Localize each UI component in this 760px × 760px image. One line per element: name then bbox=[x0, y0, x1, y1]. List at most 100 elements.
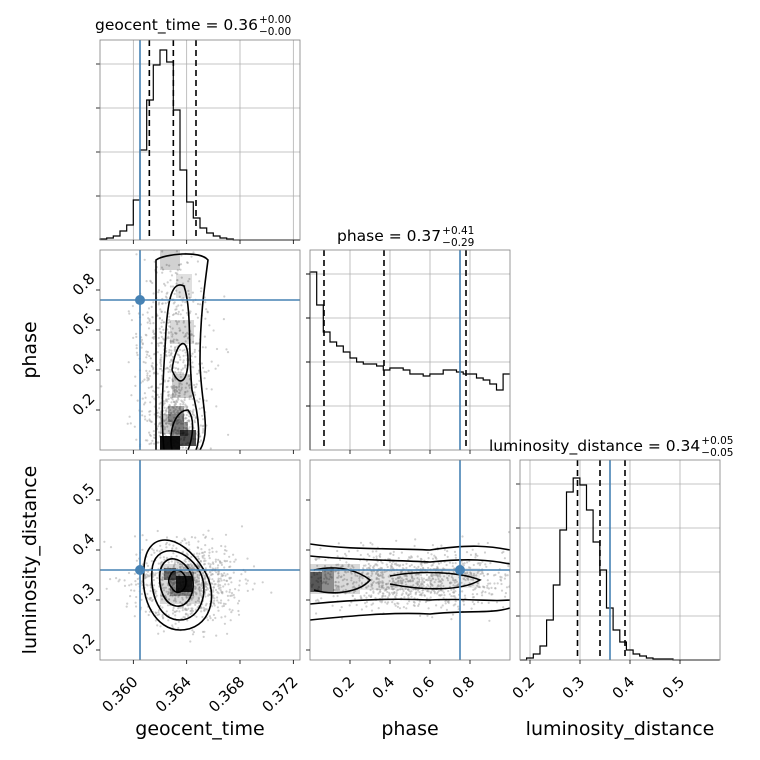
scatter-point bbox=[178, 391, 181, 394]
scatter-point bbox=[220, 561, 223, 564]
scatter-point bbox=[160, 290, 163, 293]
scatter-point bbox=[405, 566, 408, 570]
scatter-point bbox=[151, 395, 154, 398]
scatter-point bbox=[204, 317, 207, 320]
scatter-point bbox=[200, 362, 203, 365]
x-axis-label: phase bbox=[381, 718, 438, 740]
scatter-point bbox=[164, 476, 166, 478]
scatter-point bbox=[388, 552, 392, 555]
scatter-point bbox=[217, 583, 220, 586]
scatter-point bbox=[233, 596, 236, 599]
scatter-point bbox=[149, 357, 152, 360]
scatter-point bbox=[422, 577, 426, 580]
scatter-point bbox=[168, 422, 171, 425]
scatter-point bbox=[218, 587, 221, 590]
scatter-point bbox=[145, 583, 148, 586]
scatter-point bbox=[168, 264, 171, 267]
scatter-point bbox=[176, 432, 179, 436]
scatter-point bbox=[217, 585, 220, 588]
scatter-point bbox=[156, 351, 159, 354]
scatter-point bbox=[229, 619, 232, 622]
scatter-point bbox=[143, 258, 146, 261]
scatter-point bbox=[130, 589, 133, 592]
y-tick-label: 0.2 bbox=[69, 390, 99, 420]
contour-line bbox=[310, 607, 510, 621]
scatter-point bbox=[286, 556, 288, 558]
scatter-point bbox=[177, 310, 180, 313]
scatter-point bbox=[167, 561, 170, 564]
scatter-point bbox=[186, 619, 189, 622]
scatter-point bbox=[176, 321, 179, 324]
scatter-point bbox=[133, 572, 136, 576]
scatter-point bbox=[128, 584, 131, 587]
scatter-point bbox=[177, 620, 180, 623]
scatter-point bbox=[130, 583, 133, 586]
scatter-point bbox=[208, 324, 211, 327]
scatter-point bbox=[152, 572, 155, 575]
scatter-point bbox=[183, 405, 186, 408]
density-cell bbox=[176, 576, 192, 592]
scatter-point bbox=[135, 605, 138, 608]
scatter-point bbox=[170, 560, 173, 563]
scatter-point bbox=[370, 603, 373, 606]
scatter-point bbox=[521, 592, 523, 594]
scatter-point bbox=[189, 198, 191, 200]
x-tick-label: 0.5 bbox=[659, 673, 689, 703]
scatter-point bbox=[286, 586, 288, 588]
scatter-point bbox=[220, 579, 223, 582]
scatter-point bbox=[402, 589, 405, 593]
scatter-point bbox=[240, 525, 244, 528]
scatter-point bbox=[591, 581, 593, 583]
scatter-point bbox=[162, 576, 165, 579]
scatter-point bbox=[440, 544, 443, 547]
scatter-point bbox=[429, 591, 432, 595]
scatter-point bbox=[190, 255, 193, 258]
scatter-point bbox=[185, 417, 188, 420]
scatter-point bbox=[225, 348, 228, 351]
scatter-point bbox=[182, 320, 185, 323]
scatter-point bbox=[481, 571, 484, 574]
scatter-point bbox=[414, 538, 417, 541]
scatter-point bbox=[379, 574, 382, 577]
panel-content bbox=[100, 198, 230, 478]
scatter-point bbox=[406, 602, 409, 605]
scatter-point bbox=[447, 601, 450, 605]
scatter-point bbox=[176, 451, 178, 453]
scatter-point bbox=[163, 406, 166, 409]
scatter-point bbox=[172, 313, 176, 316]
scatter-point bbox=[171, 470, 173, 472]
scatter-point bbox=[164, 412, 167, 415]
scatter-point bbox=[217, 364, 220, 367]
scatter-point bbox=[165, 263, 168, 266]
scatter-point bbox=[166, 366, 169, 369]
scatter-point bbox=[535, 586, 537, 588]
scatter-point bbox=[186, 473, 188, 475]
scatter-point bbox=[175, 332, 178, 335]
scatter-point bbox=[126, 602, 129, 605]
scatter-point bbox=[206, 311, 209, 314]
y-tick-label: 0.5 bbox=[69, 480, 99, 510]
scatter-point bbox=[177, 342, 180, 345]
scatter-point bbox=[159, 625, 162, 628]
scatter-point bbox=[204, 346, 207, 349]
scatter-point bbox=[160, 335, 163, 338]
scatter-point bbox=[145, 562, 148, 565]
scatter-point bbox=[436, 565, 439, 569]
scatter-point bbox=[395, 539, 398, 542]
scatter-point bbox=[202, 429, 205, 432]
scatter-point bbox=[506, 574, 509, 577]
scatter-point bbox=[203, 377, 206, 380]
contour-line bbox=[158, 558, 194, 607]
scatter-point bbox=[188, 426, 191, 429]
scatter-point bbox=[157, 460, 159, 462]
scatter-point bbox=[173, 563, 176, 566]
scatter-point bbox=[438, 579, 441, 582]
scatter-point bbox=[188, 297, 191, 300]
scatter-point bbox=[476, 593, 479, 596]
scatter-point bbox=[391, 580, 394, 583]
scatter-point bbox=[162, 630, 165, 633]
scatter-point bbox=[511, 574, 513, 576]
scatter-point bbox=[351, 582, 355, 585]
scatter-point bbox=[163, 589, 166, 592]
scatter-point bbox=[149, 596, 152, 600]
